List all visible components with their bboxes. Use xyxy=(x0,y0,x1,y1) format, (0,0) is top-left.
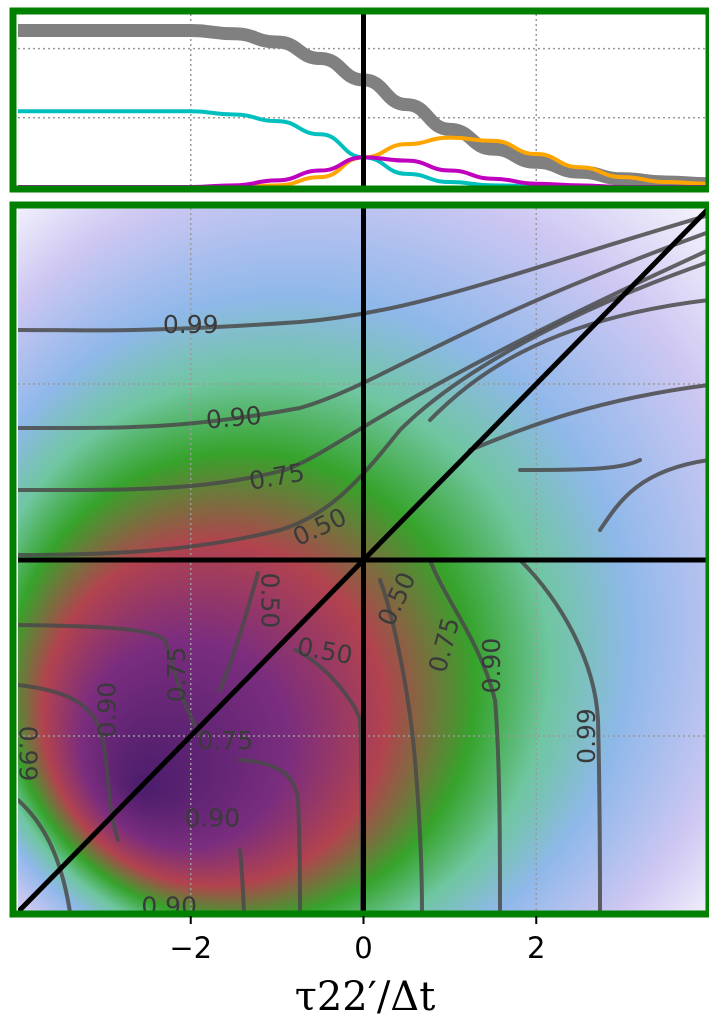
contour-label-4: 0.50 xyxy=(255,573,284,629)
contour-label-10: 0.90 xyxy=(477,638,506,694)
contour-line-6 xyxy=(218,571,260,692)
contour-line-2 xyxy=(18,248,709,493)
bottom-panel-frame xyxy=(9,201,709,918)
top-series-line-0 xyxy=(18,23,709,187)
contour-label-13: 0.99 xyxy=(572,708,601,764)
contour-line-10 xyxy=(518,558,602,912)
contour-label-1: 0.90 xyxy=(205,401,263,435)
x-axis-title: τ22′/Δt xyxy=(295,974,436,1020)
contour-line-9 xyxy=(428,558,502,912)
contour-line-14 xyxy=(428,298,709,422)
contour-line-5 xyxy=(18,683,120,842)
contour-label-15: 0.90 xyxy=(141,892,197,921)
diagonal-line xyxy=(18,208,709,912)
contour-line-4 xyxy=(18,623,202,737)
x-tick-label: 0 xyxy=(354,931,372,965)
contour-line-11 xyxy=(238,758,302,912)
top-series-line-2 xyxy=(18,135,709,187)
contour-line-1 xyxy=(18,230,709,431)
top-panel xyxy=(9,7,709,193)
contour-line-0 xyxy=(18,213,709,333)
contour-line-8 xyxy=(378,578,424,912)
top-series-line-1 xyxy=(18,109,709,187)
heatmap-content: 0.990.900.750.500.50 0.500.500.75 0.750.90… xyxy=(14,208,709,921)
x-tick-label: 2 xyxy=(527,931,545,965)
contour-label-14: 0.99 xyxy=(14,726,43,782)
contour-label-11: 0.75 xyxy=(197,726,253,755)
contour-label-9: 0.90 xyxy=(93,682,122,738)
x-tick-label: −2 xyxy=(169,931,212,965)
contour-label-7: 0.75 xyxy=(162,647,191,703)
x-axis: −2 0 2 xyxy=(169,916,545,965)
contour-line-13 xyxy=(18,798,72,912)
top-panel-frame xyxy=(9,7,709,193)
contour-line-12 xyxy=(238,848,246,912)
contour-line-15 xyxy=(468,383,709,452)
contour-line-3 xyxy=(18,260,709,557)
contour-line-16 xyxy=(518,458,642,472)
bottom-panel: 0.990.900.750.500.50 0.500.500.75 0.750.90… xyxy=(9,201,709,921)
contour-label-0: 0.99 xyxy=(163,310,219,339)
contour-label-12: 0.90 xyxy=(185,804,241,833)
contour-line-17 xyxy=(598,458,709,532)
